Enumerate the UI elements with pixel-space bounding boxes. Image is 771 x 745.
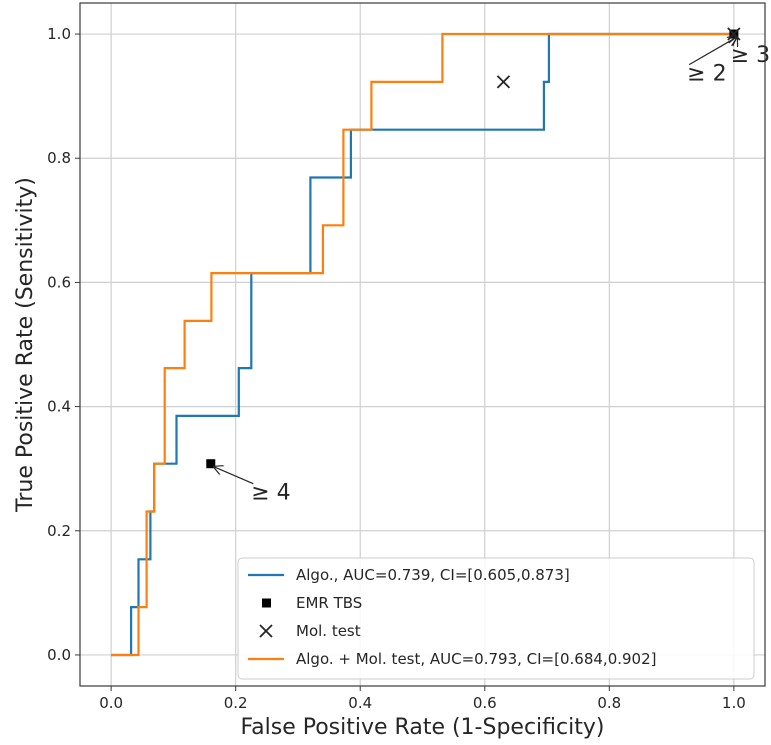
y-tick-label: 0.2 [47, 522, 71, 540]
legend-box [237, 557, 755, 680]
annotation-arrow-0 [214, 467, 254, 485]
legend-label-algo: Algo., AUC=0.739, CI=[0.605,0.873] [296, 566, 570, 584]
legend-label-mol-test: Mol. test [296, 622, 361, 640]
series-line-3 [111, 32, 734, 657]
legend: Algo., AUC=0.739, CI=[0.605,0.873] EMR T… [237, 557, 755, 680]
annotation-arrow-2 [733, 37, 737, 46]
x-tick-label: 0.0 [99, 694, 123, 712]
mol-test-marker-stroke [496, 75, 511, 89]
legend-x-stroke [259, 624, 273, 638]
x-tick-label: 0.2 [224, 694, 248, 712]
emr-tbs-marker [206, 459, 216, 469]
y-tick-label: 0.4 [47, 398, 71, 416]
plot-frame [79, 2, 766, 687]
x-tick-label: 0.8 [597, 694, 621, 712]
x-tick-label: 0.4 [348, 694, 372, 712]
annotation-label-1: ≥ 2 [687, 62, 726, 87]
series-line-0 [111, 32, 734, 657]
mol-test-marker [496, 75, 511, 89]
y-tick-label: 0.8 [47, 149, 71, 167]
x-tick-label: 0.6 [473, 694, 497, 712]
grid-layer [80, 3, 765, 686]
y-tick-label: 0.6 [47, 273, 71, 291]
legend-swatch-mol-test [259, 624, 273, 638]
y-axis-label: True Positive Rate (Sensitivity) [13, 177, 38, 513]
y-tick-label: 1.0 [47, 25, 71, 43]
annotation-label-2: ≥ 3 [731, 43, 770, 68]
legend-label-emr-tbs: EMR TBS [296, 594, 362, 612]
x-axis-label: False Positive Rate (1-Specificity) [241, 715, 605, 740]
y-tick-label: 0.0 [47, 646, 71, 664]
legend-label-algo-mol: Algo. + Mol. test, AUC=0.793, CI=[0.684,… [296, 650, 656, 668]
legend-swatch-emr-tbs [262, 598, 271, 608]
annotation-layer: ≥ 4 ≥ 2≥ 3 [214, 37, 770, 506]
annotation-label-0: ≥ 4 [251, 481, 290, 506]
series-layer [111, 32, 734, 657]
tick-layer: 0.0 0.2 0.4 0.6 0.8 1.0 0.0 0.2 0.4 0.6 0.8 1.0 [47, 25, 746, 712]
x-tick-label: 1.0 [722, 694, 746, 712]
